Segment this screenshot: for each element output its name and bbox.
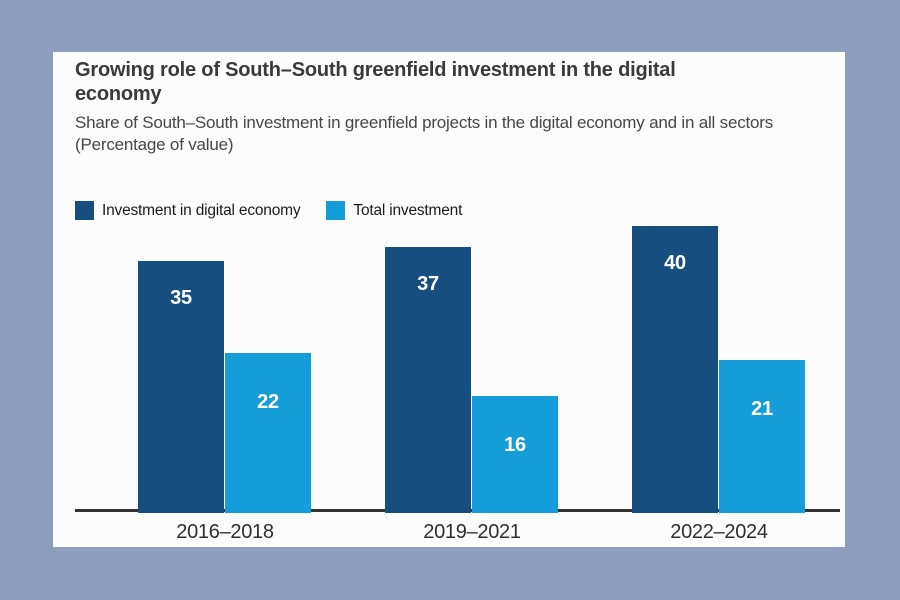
legend-label-total-investment: Total investment	[353, 201, 463, 219]
bar-digital-economy-2019–2021: 37	[385, 247, 471, 513]
bar-total-investment-2022–2024: 21	[719, 360, 805, 513]
bar-value-label: 16	[504, 433, 526, 456]
legend-label-digital-economy: Investment in digital economy	[102, 201, 301, 219]
chart-subtitle: Share of South–South investment in green…	[75, 112, 774, 132]
bar-value-label: 35	[170, 287, 192, 310]
bar-digital-economy-2016–2018: 35	[138, 261, 224, 513]
bar-value-label: 40	[664, 252, 686, 274]
legend-swatch-total-investment	[326, 201, 346, 220]
x-axis-label: 2016–2018	[176, 521, 274, 543]
chart-card: Growing role of South–South greenfield i…	[53, 52, 845, 547]
chart-title: Growing role of South–South greenfield i…	[75, 59, 676, 106]
bar-digital-economy-2022–2024: 40	[632, 226, 718, 513]
legend-swatch-digital-economy	[75, 201, 94, 220]
chart-unit-note: (Percentage of value)	[75, 135, 234, 155]
bar-value-label: 22	[257, 391, 279, 414]
legend: Investment in digital economy Total inve…	[75, 201, 462, 220]
bar-total-investment-2019–2021: 16	[472, 395, 558, 513]
bar-total-investment-2016–2018: 22	[225, 353, 311, 513]
bar-chart-plot: 35 22 2016–2018 37 16 2019–2021 40 21 2022–2024	[75, 226, 840, 546]
legend-item-digital-economy: Investment in digital economy	[75, 201, 301, 220]
x-axis-label: 2022–2024	[670, 521, 768, 543]
bar-value-label: 37	[417, 273, 439, 296]
legend-item-total-investment: Total investment	[326, 201, 462, 220]
bar-value-label: 21	[751, 398, 773, 421]
x-axis-label: 2019–2021	[423, 521, 521, 543]
